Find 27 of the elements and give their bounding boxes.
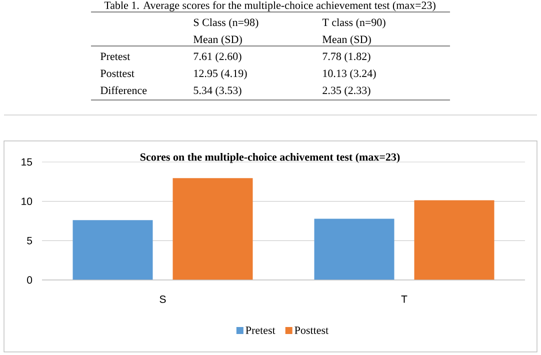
text: 10.13 (3.24) — [323, 69, 376, 80]
caption: Table 1. Average scores for the multiple-choice achievement test (max=23) — [104, 1, 436, 12]
bar — [72, 220, 153, 280]
text: Mean (SD) — [322, 35, 371, 46]
text: S Class (n=98) — [194, 18, 258, 28]
y-tick-label: 5 — [27, 237, 32, 244]
x-tick-label: S — [160, 296, 166, 303]
chart-title: Scores on the multiple-choice achivement test (max=23) — [140, 153, 400, 163]
text: Difference — [100, 86, 147, 94]
legend-label: Posttest — [294, 326, 329, 334]
legend-label: Pretest — [246, 326, 276, 334]
bar — [314, 218, 394, 280]
y-tick-label: 0 — [27, 276, 32, 284]
text: T class (n=90) — [322, 18, 386, 28]
text: Mean (SD) — [194, 35, 242, 46]
bar — [414, 200, 494, 280]
text: Pretest — [100, 52, 130, 60]
x-tick-label: T — [401, 296, 408, 303]
text: 7.78 (1.82) — [322, 52, 370, 62]
bar — [172, 178, 253, 280]
text: 5.34 (3.53) — [194, 86, 242, 96]
y-tick-label: 10 — [22, 198, 32, 206]
text: 7.61 (2.60) — [194, 52, 242, 62]
text: Posttest — [100, 70, 134, 78]
y-tick-label: 15 — [22, 158, 32, 166]
text: 2.35 (2.33) — [322, 86, 370, 96]
text: 12.95 (4.19) — [194, 69, 247, 80]
